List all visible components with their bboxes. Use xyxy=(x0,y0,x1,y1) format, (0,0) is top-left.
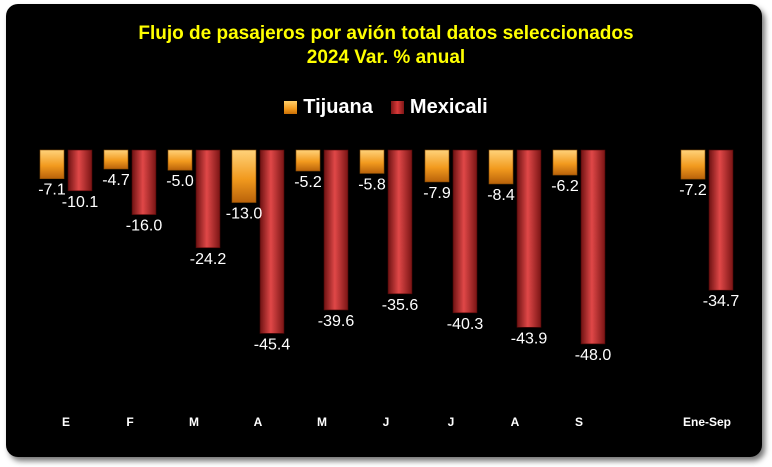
data-labels-group: -7.1-10.1-4.7 -16.0 -5.0 -24.2 -13.0 -45.4 -5.… xyxy=(38,172,739,364)
data-label-mexicali-8: -48.0 xyxy=(575,347,612,364)
data-label-tijuana-7: -8.4 xyxy=(487,187,515,204)
category-label-3: A xyxy=(254,415,263,429)
data-label-mexicali-3: -45.4 xyxy=(254,336,291,353)
data-label-mexicali-5: -35.6 xyxy=(382,297,419,314)
category-label-5: J xyxy=(383,415,390,429)
bar-tijuana-0 xyxy=(39,149,65,179)
bar-tijuana-7 xyxy=(488,149,514,185)
category-label-0: E xyxy=(62,415,70,429)
bar-mexicali-6 xyxy=(452,149,478,314)
legend-label-tijuana: Tijuana xyxy=(303,96,373,118)
bar-tijuana-5 xyxy=(359,149,385,174)
category-labels-group: E F M A M J J A S Ene-Sep xyxy=(62,415,731,429)
category-label-2: M xyxy=(189,415,199,429)
legend-item-mexicali: Mexicali xyxy=(390,96,488,119)
bar-mexicali-0 xyxy=(67,149,93,192)
bar-tijuana-8 xyxy=(552,149,578,176)
data-label-mexicali-4: -39.6 xyxy=(318,313,355,330)
bar-tijuana-3 xyxy=(231,149,257,203)
category-label-8: S xyxy=(575,415,583,429)
bar-mexicali-8 xyxy=(580,149,606,345)
data-label-tijuana-9: -7.2 xyxy=(679,182,707,199)
chart-legend: Tijuana Mexicali xyxy=(0,96,772,119)
category-label-4: M xyxy=(317,415,327,429)
bars-group xyxy=(39,149,734,345)
bar-tijuana-1 xyxy=(103,149,129,170)
chart-title-line1: Flujo de pasajeros por avión total datos… xyxy=(138,23,634,44)
data-label-tijuana-2: -5.0 xyxy=(166,173,194,190)
legend-label-mexicali: Mexicali xyxy=(409,96,488,118)
bar-mexicali-1 xyxy=(131,149,157,215)
bar-mexicali-9 xyxy=(708,149,734,291)
chart-title: Flujo de pasajeros por avión total datos… xyxy=(0,22,772,70)
category-label-7: A xyxy=(511,415,520,429)
data-label-tijuana-5: -5.8 xyxy=(358,176,386,193)
data-label-tijuana-6: -7.9 xyxy=(423,185,451,202)
data-label-mexicali-1: -16.0 xyxy=(126,218,163,235)
data-label-mexicali-0: -10.1 xyxy=(62,194,99,211)
data-label-mexicali-9: -34.7 xyxy=(703,293,740,310)
bar-mexicali-3 xyxy=(259,149,285,334)
bar-mexicali-4 xyxy=(323,149,349,311)
bar-mexicali-2 xyxy=(195,149,221,249)
data-label-tijuana-0: -7.1 xyxy=(38,182,66,199)
bar-tijuana-9 xyxy=(680,149,706,180)
data-label-tijuana-3: -13.0 xyxy=(226,206,263,223)
legend-item-tijuana: Tijuana xyxy=(284,96,373,119)
bar-tijuana-6 xyxy=(424,149,450,183)
data-label-mexicali-6: -40.3 xyxy=(447,316,484,333)
data-label-tijuana-4: -5.2 xyxy=(294,174,322,191)
data-label-tijuana-8: -6.2 xyxy=(551,178,579,195)
bar-mexicali-7 xyxy=(516,149,542,328)
data-label-tijuana-1: -4.7 xyxy=(102,172,130,189)
legend-swatch-mexicali xyxy=(390,101,404,114)
chart-title-line2: 2024 Var. % anual xyxy=(306,47,466,68)
legend-swatch-tijuana xyxy=(284,101,298,114)
data-label-mexicali-2: -24.2 xyxy=(190,251,227,268)
data-label-mexicali-7: -43.9 xyxy=(511,330,548,347)
category-label-6: J xyxy=(448,415,455,429)
chart-frame xyxy=(6,4,762,457)
bar-tijuana-4 xyxy=(295,149,321,172)
category-label-1: F xyxy=(126,415,133,429)
category-label-9: Ene-Sep xyxy=(683,415,731,429)
bar-tijuana-2 xyxy=(167,149,193,171)
bar-mexicali-5 xyxy=(387,149,413,295)
